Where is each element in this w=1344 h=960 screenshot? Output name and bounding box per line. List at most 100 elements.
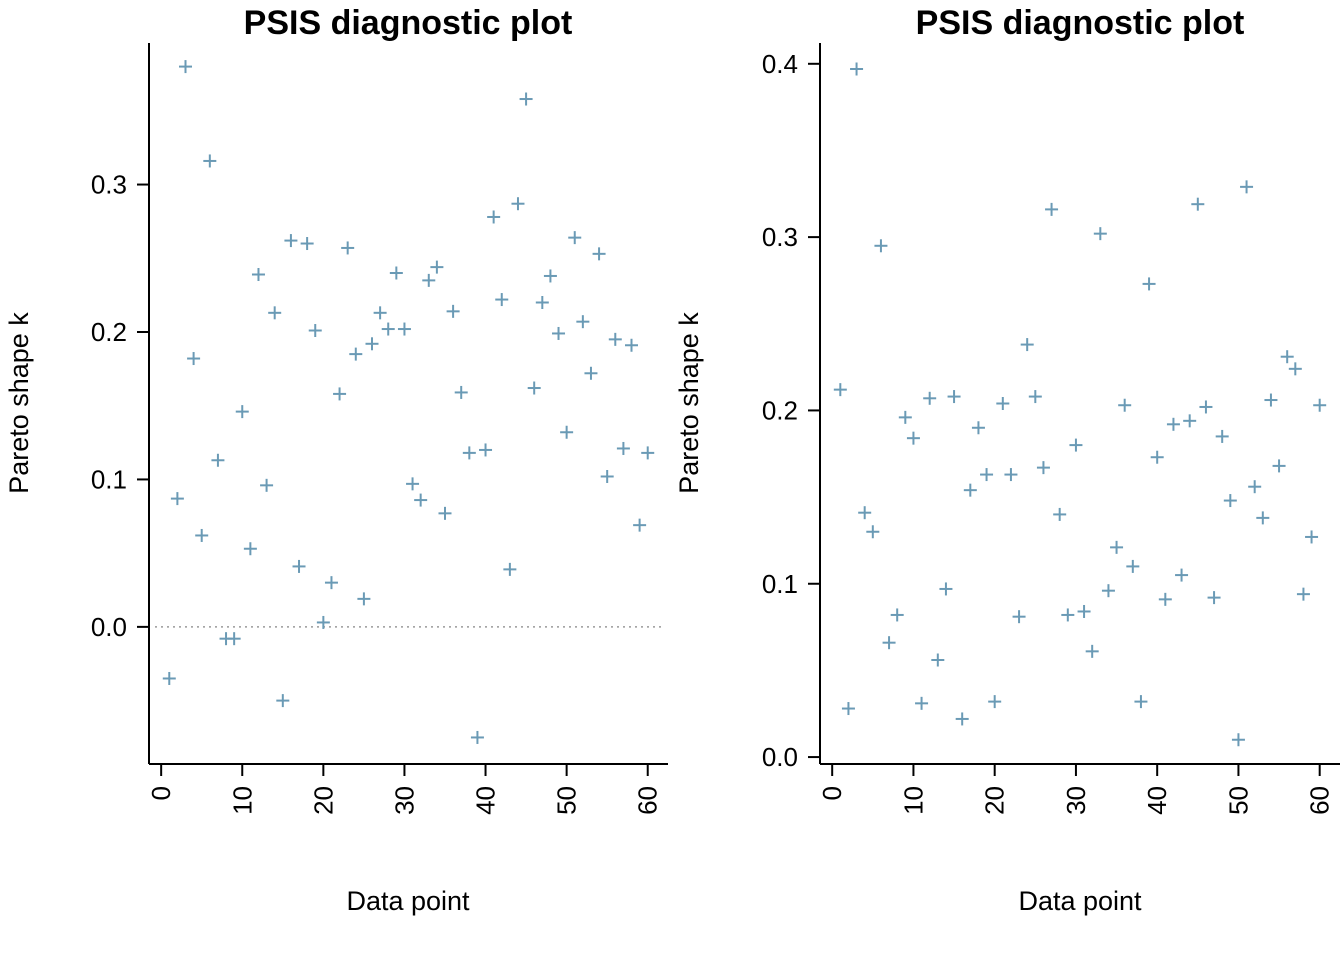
right-data-point [1012,610,1026,624]
right-data-point [874,239,888,253]
left-data-point [406,477,420,491]
left-data-point [365,337,379,351]
right-data-point [1061,608,1075,622]
right-data-point [1223,494,1237,508]
right-data-point [1134,695,1148,709]
left-data-point [519,92,533,106]
right-data-point [1215,429,1229,443]
left-data-point [170,492,184,506]
left-data-point [162,671,176,685]
right-data-point [1077,604,1091,618]
right-data-point [1288,362,1302,376]
left-data-point [576,315,590,329]
right-data-point [1045,202,1059,216]
right-data-point [906,431,920,445]
right-data-point [1240,180,1254,194]
right-data-point [1118,398,1132,412]
right-data-point [955,712,969,726]
left-data-point [195,528,209,542]
right-data-point [988,695,1002,709]
right-data-point [963,483,977,497]
left-data-point [454,385,468,399]
right-data-point [939,582,953,596]
right-data-point [996,397,1010,410]
left-data-point [560,425,574,439]
left-data-point [608,332,622,346]
left-data-point [543,269,557,283]
left-x-tick-label: 40 [471,786,501,815]
right-y-tick-label: 0.2 [762,395,798,425]
right-x-axis-label: Data point [1018,886,1142,916]
right-chart-panel: PSIS diagnostic plot Data point Pareto s… [674,4,1340,916]
left-data-point [552,326,566,340]
right-x-tick-label: 50 [1223,786,1253,815]
right-x-tick-label: 40 [1142,786,1172,815]
left-data-point [389,266,403,280]
right-data-point [1231,733,1245,747]
right-data-point [971,421,985,435]
right-y-tick-label: 0.0 [762,742,798,772]
left-data-point [527,381,541,395]
right-data-point [947,390,961,404]
left-data-point [235,405,249,419]
left-data-point [316,615,330,629]
right-x-tick-label: 0 [817,786,847,800]
left-data-point [600,469,614,483]
right-data-point [841,702,855,716]
left-data-point [251,267,265,281]
right-data-point [833,383,847,397]
right-data-point [1158,592,1172,606]
left-x-tick-label: 20 [308,786,338,815]
right-data-point [1207,591,1221,605]
left-data-point [243,542,257,556]
right-data-point [1191,197,1205,211]
right-data-point [1264,393,1278,407]
right-x-tick-label: 20 [980,786,1010,815]
left-data-point [503,562,517,576]
right-data-point [850,62,864,76]
right-data-point [1313,398,1327,412]
left-y-tick-label: 0.3 [91,170,127,200]
left-x-tick-label: 60 [633,786,663,815]
right-data-point [923,391,937,405]
left-y-tick-label: 0.2 [91,317,127,347]
left-x-tick-label: 50 [552,786,582,815]
left-data-point [349,347,363,361]
right-data-point [1036,461,1050,475]
right-data-point [1053,507,1067,521]
left-data-point [187,352,201,366]
right-chart-title: PSIS diagnostic plot [916,4,1245,42]
right-y-axis-label: Pareto shape k [674,312,704,494]
left-data-point [284,234,298,248]
right-data-point [1093,227,1107,241]
left-data-point [495,293,509,307]
right-data-point [980,468,994,482]
left-data-point [641,446,655,460]
left-y-tick-label: 0.1 [91,464,127,494]
right-data-point [882,636,896,650]
left-chart-panel: PSIS diagnostic plot Data point Pareto s… [4,4,668,916]
right-data-point [1004,468,1018,482]
right-data-point [1256,511,1270,525]
right-data-point [915,696,929,710]
right-data-point [1272,459,1286,473]
right-x-tick-label: 60 [1305,786,1335,815]
left-chart-title: PSIS diagnostic plot [244,4,573,42]
right-data-point [1150,450,1164,464]
right-y-tick-label: 0.4 [762,49,798,79]
left-data-point [414,493,428,507]
right-data-point [1175,568,1189,582]
right-data-point [1248,480,1262,494]
left-data-point [568,231,582,245]
right-y-tick-label: 0.3 [762,222,798,252]
left-data-point [324,576,338,590]
left-x-tick-label: 0 [146,786,176,800]
right-x-tick-label: 10 [898,786,928,815]
right-data-point [898,410,912,424]
right-data-point [858,506,872,520]
left-data-point [511,197,525,211]
left-data-point [470,730,484,744]
right-data-point [1085,644,1099,658]
left-data-point [260,478,274,492]
